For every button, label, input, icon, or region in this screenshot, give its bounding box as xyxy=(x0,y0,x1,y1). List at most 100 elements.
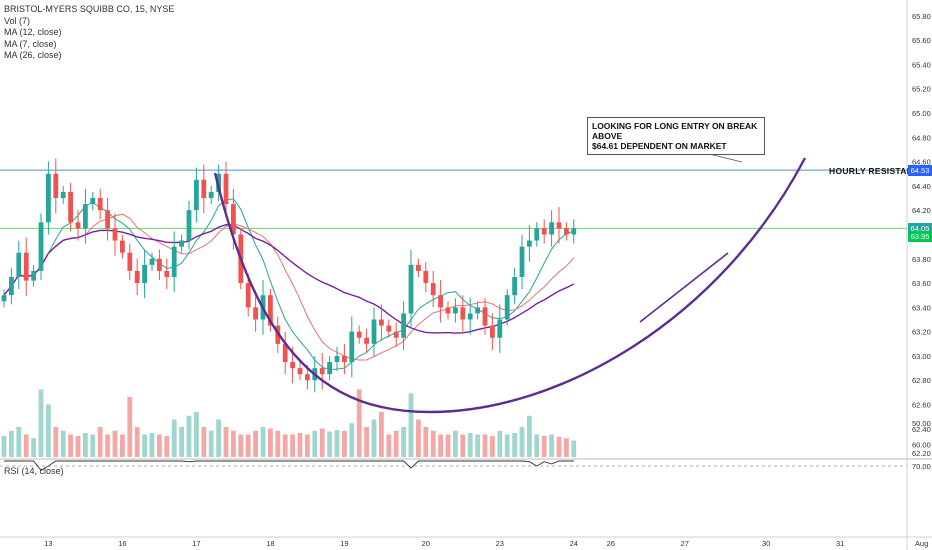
candle xyxy=(453,298,458,323)
candle xyxy=(379,304,384,341)
x-tick-label: 18 xyxy=(266,539,274,548)
y-tick-label: 62.40 xyxy=(912,425,931,434)
volume-bar xyxy=(245,434,251,457)
candle xyxy=(171,231,177,293)
volume-bar xyxy=(60,430,66,457)
volume-bar xyxy=(23,434,29,457)
volume-bar xyxy=(445,434,451,457)
candle xyxy=(549,210,554,247)
volume-bar xyxy=(260,427,266,457)
y-tick-label: 64.80 xyxy=(912,133,931,142)
price-tag-resistance: 64.53 xyxy=(908,164,932,176)
legend-ma12: MA (12, close) xyxy=(4,27,62,37)
candle xyxy=(297,362,303,381)
y-tick-label: 64.20 xyxy=(912,206,931,215)
candle xyxy=(68,182,73,232)
price-tag-current: 64.05 xyxy=(908,222,932,234)
volume-bar xyxy=(97,427,103,457)
legend-vol: Vol (7) xyxy=(4,15,31,26)
candle xyxy=(401,301,406,350)
annotation-line-2: $64.61 DEPENDENT ON MARKET xyxy=(592,141,727,151)
candle xyxy=(490,313,495,350)
candle xyxy=(179,234,184,253)
rsi-tick-label: 60.00 xyxy=(912,441,931,450)
volume-bar xyxy=(120,434,125,457)
x-tick-label: 30 xyxy=(762,539,770,548)
candle xyxy=(571,219,577,244)
y-tick-label: 65.80 xyxy=(912,12,931,21)
volume-bar xyxy=(112,430,118,457)
candle xyxy=(475,301,480,320)
volume-bar xyxy=(268,428,273,457)
volume-bar xyxy=(216,419,221,457)
candle xyxy=(164,258,170,290)
candle xyxy=(349,316,355,378)
candle xyxy=(497,304,503,353)
candle xyxy=(408,249,414,329)
candle xyxy=(541,219,547,244)
volume-bar xyxy=(504,434,510,457)
volume-bar xyxy=(223,427,229,457)
volume-bar xyxy=(364,427,369,457)
volume-bar xyxy=(134,427,140,457)
y-tick-label: 65.60 xyxy=(912,36,931,45)
cup-pattern-curve xyxy=(213,157,807,414)
volume-bar xyxy=(305,434,310,457)
candle xyxy=(127,243,133,281)
resistance-label: HOURLY RESISTANCE xyxy=(829,166,926,176)
candle xyxy=(9,267,14,305)
volume-bar xyxy=(475,434,480,457)
candle xyxy=(201,164,207,214)
ma7-line xyxy=(3,198,574,371)
candle xyxy=(319,352,325,390)
candle xyxy=(364,328,369,353)
volume-bar xyxy=(564,438,569,457)
candle xyxy=(208,185,214,205)
candle xyxy=(282,331,288,375)
y-tick-label: 65.00 xyxy=(912,109,931,118)
candle xyxy=(386,319,392,338)
volume-bar xyxy=(571,440,577,457)
volume-bar xyxy=(231,430,236,457)
volume-bar xyxy=(379,412,384,457)
y-tick-label: 64.60 xyxy=(912,158,931,167)
volume-bar xyxy=(179,427,184,457)
volume-bar xyxy=(312,430,318,457)
price-tag-last: 63.95 xyxy=(908,231,932,243)
candle xyxy=(460,295,466,332)
x-tick-label: 26 xyxy=(607,539,615,548)
x-tick-label: 27 xyxy=(681,539,689,548)
x-tick-label: Aug xyxy=(915,539,928,548)
candle xyxy=(371,307,377,356)
y-tick-label: 63.00 xyxy=(912,352,931,361)
candle xyxy=(194,167,199,223)
y-tick-label: 62.20 xyxy=(912,449,931,458)
trade-annotation[interactable]: LOOKING FOR LONG ENTRY ON BREAK ABOVE $6… xyxy=(587,117,765,155)
volume-bar xyxy=(356,389,362,457)
candle xyxy=(97,188,103,220)
volume-bar xyxy=(275,430,281,457)
volume-bar xyxy=(416,419,421,457)
volume-bar xyxy=(371,419,377,457)
volume-bar xyxy=(453,430,458,457)
candle xyxy=(334,346,340,372)
volume-bar xyxy=(401,427,406,457)
candle xyxy=(60,185,66,205)
candle xyxy=(23,237,29,296)
volume-bar xyxy=(253,430,258,457)
volume-bar xyxy=(467,433,473,457)
volume-bar xyxy=(393,430,399,457)
volume-bar xyxy=(46,404,51,457)
volume-bar xyxy=(423,427,429,457)
volume-bar xyxy=(83,433,88,457)
x-tick-label: 19 xyxy=(340,539,348,548)
volume-bar xyxy=(142,434,147,457)
candle xyxy=(482,298,488,335)
candle xyxy=(149,252,155,271)
y-tick-label: 63.40 xyxy=(912,303,931,312)
trendline xyxy=(639,252,729,323)
volume-bar xyxy=(549,434,554,457)
x-tick-label: 17 xyxy=(192,539,200,548)
x-tick-label: 23 xyxy=(496,539,504,548)
